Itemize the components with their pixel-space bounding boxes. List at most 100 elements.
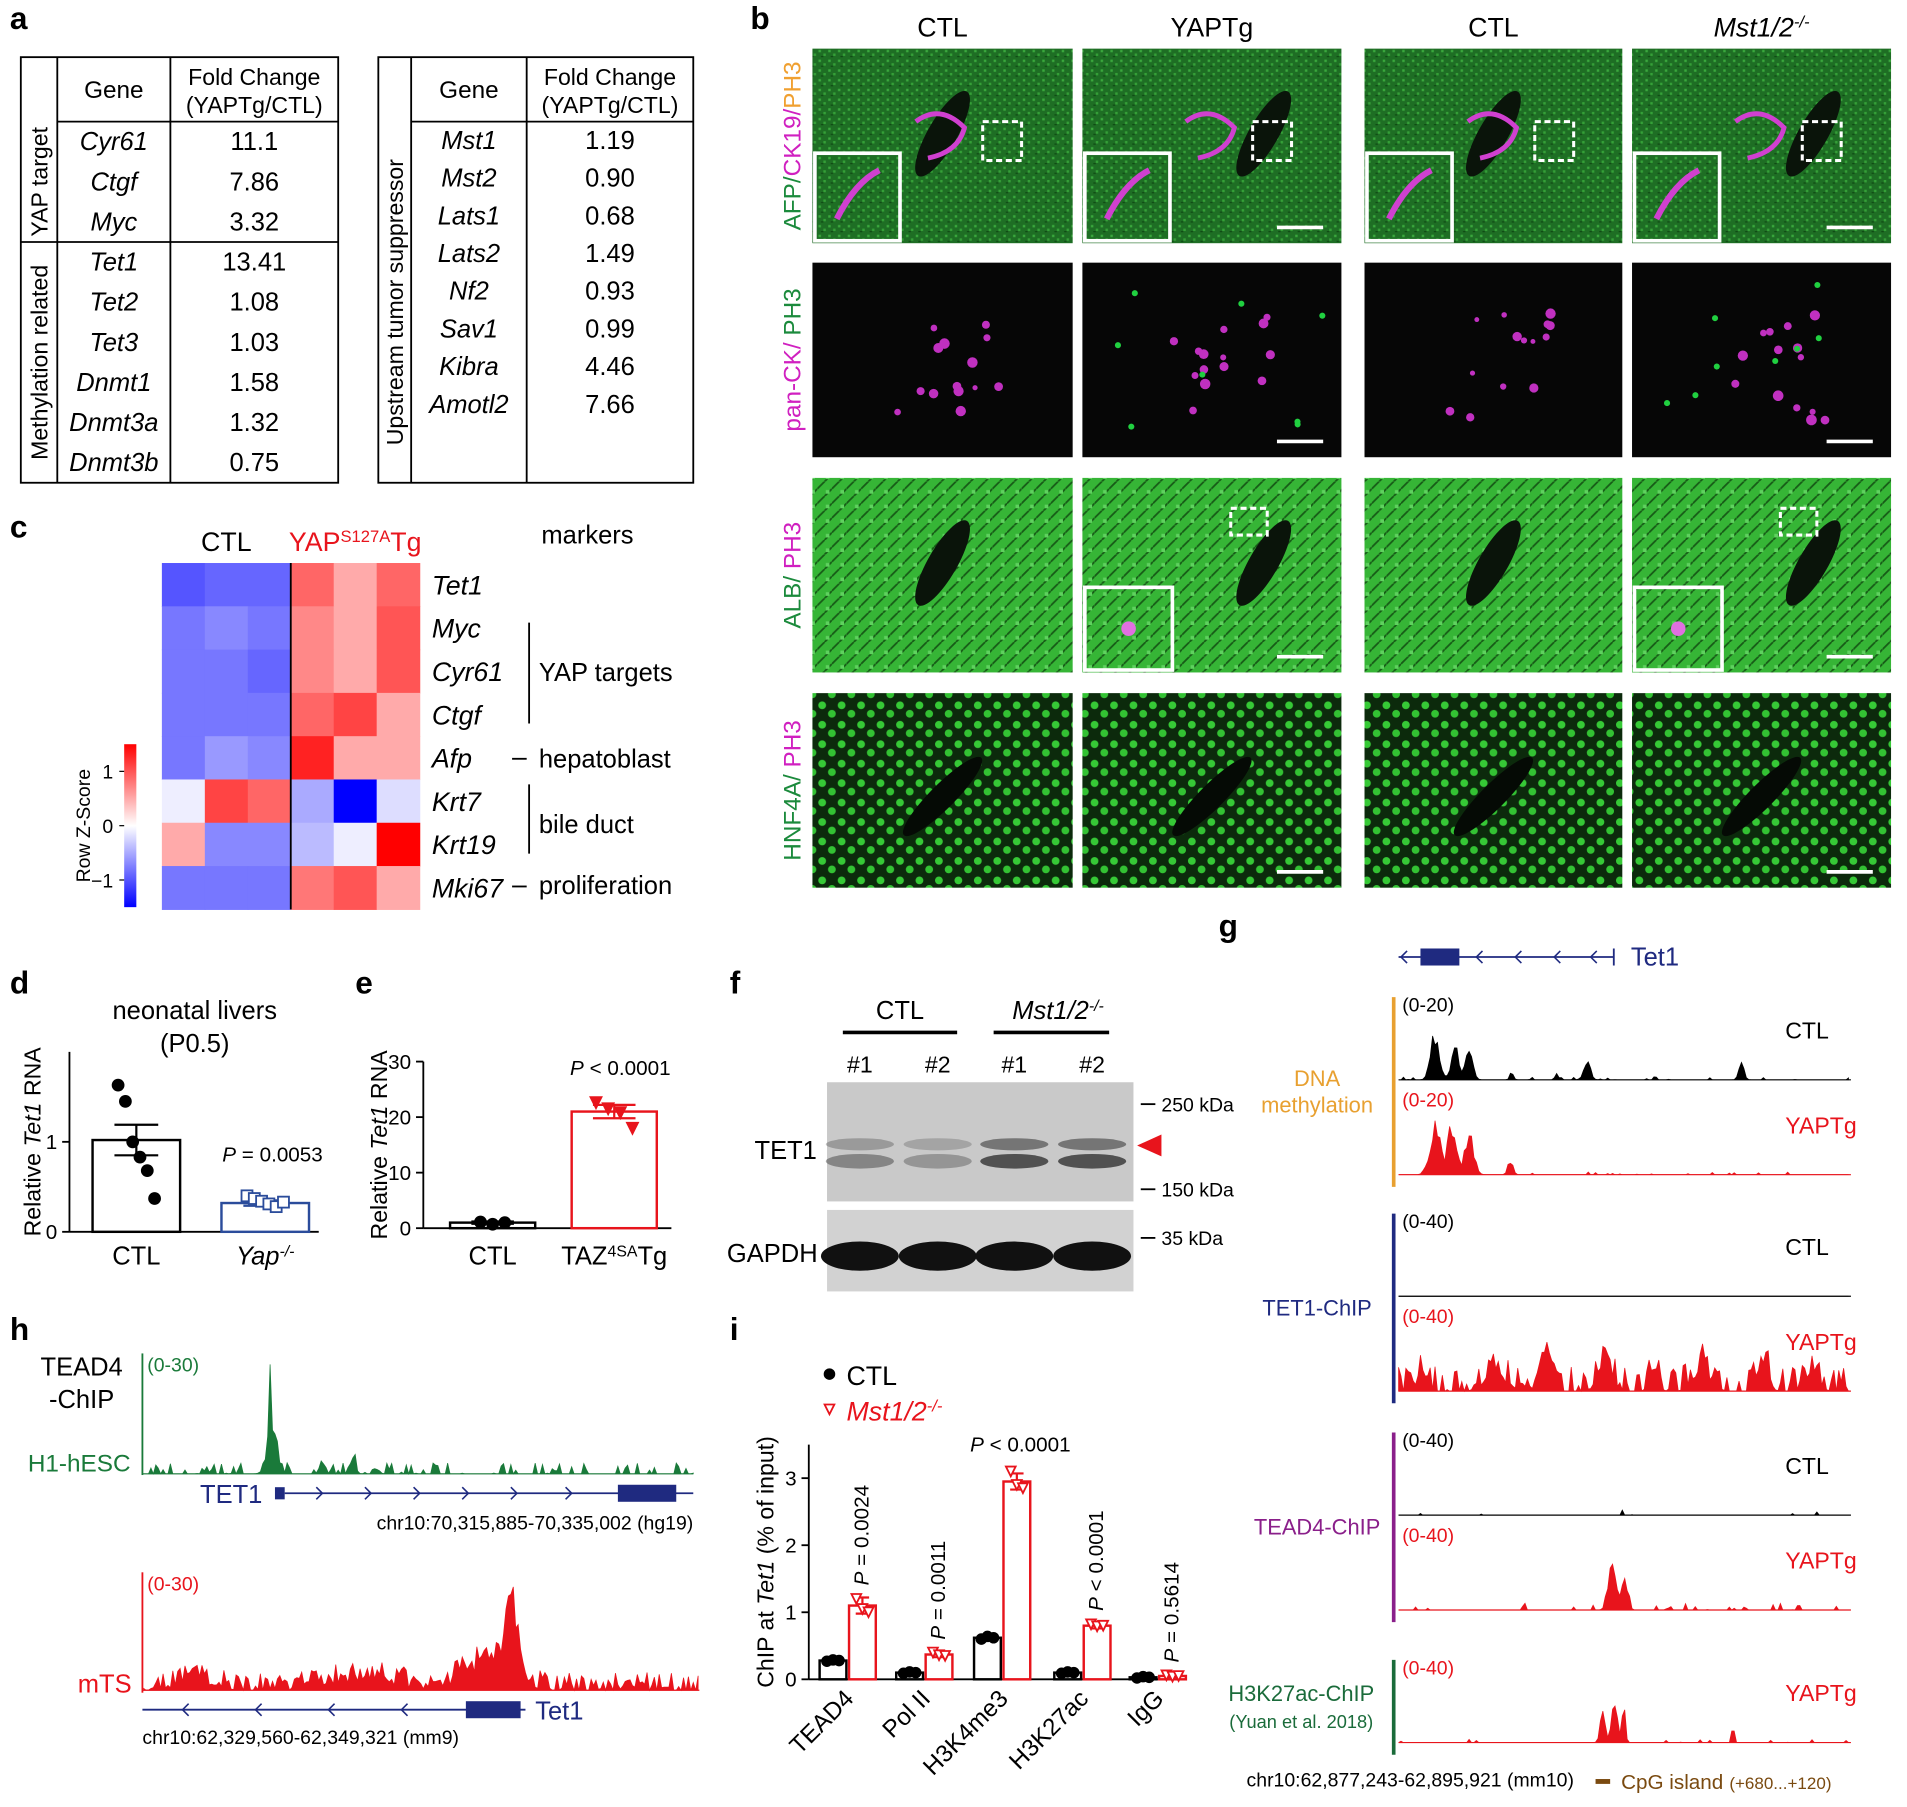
gene-cell: Dnmt3a [69,409,158,437]
gene-name: TET1 [200,1481,262,1509]
label-part: -/- [280,1243,295,1260]
heatmap-cell [333,779,378,824]
stain-spot [1766,327,1774,336]
track-range: (0-20) [1402,995,1454,1017]
gene-name: Tet1 [1631,944,1679,972]
label-part: PH3 [779,522,806,576]
bar [1082,1624,1112,1681]
data-point [833,1654,845,1667]
exon [274,1487,285,1500]
data-point [1016,1482,1030,1496]
label-part: Tg [637,1243,667,1271]
chart-title: (P0.5) [160,1030,229,1058]
x-tick-label: Pol II [878,1685,936,1743]
label-part: / [779,176,806,183]
coordinates: chr10:62,877,243-62,895,921 (mm10) [1247,1769,1574,1791]
heatmap-cell [161,606,206,651]
track-range: (0-40) [1402,1657,1454,1679]
sample-name: CTL [1785,1017,1829,1043]
track-label: (Yuan et al. 2018) [1229,1711,1373,1732]
value-cell: 0.68 [585,202,635,230]
vessel [1236,91,1292,177]
heatmap-cell [161,822,206,867]
gene-cell: Tet1 [89,249,138,277]
value-cell: 7.86 [229,168,279,196]
stain-spot [1692,392,1699,399]
row-label: GAPDH [727,1240,818,1268]
table-border [377,56,695,484]
stain-spot [1258,318,1269,329]
heatmap-cell [376,822,421,867]
heatmap-cell [376,649,421,694]
table-header: Fold Change [188,64,320,90]
stain-spot [994,382,1003,392]
label-part: PH3 [779,288,806,342]
heatmap-cell [161,649,206,694]
data-point [987,1631,1000,1644]
label-part: Relative [19,1147,45,1237]
p-value: P = 0.0053 [222,1143,323,1166]
label-part: (% of input) [753,1436,779,1561]
heatmap-cell [376,779,421,824]
sample-name: CTL [1785,1453,1829,1479]
stain-spot [930,324,938,332]
label-part: -/- [1089,998,1104,1015]
label-part: CTL [917,12,968,42]
gene-cell: Cyr61 [80,128,148,156]
band [980,1153,1049,1169]
strand-arrow [1514,950,1522,964]
gene-cell: Dnmt1 [76,369,151,397]
signal-track [1398,1342,1850,1393]
label-part: Yap [236,1243,280,1271]
strand-arrow [461,1486,470,1500]
band [980,1138,1049,1151]
value-cell: 3.32 [229,208,279,236]
stain-spot [1199,371,1206,378]
annotation-header: markers [541,522,633,550]
stain-spot [1445,406,1455,416]
p-value: P = 0.5614 [1161,1562,1184,1663]
stain-spot [1257,376,1267,386]
stain-spot [1128,423,1135,430]
stain-spot [1220,354,1227,361]
band [1053,1241,1132,1271]
label-part: CK19 [779,116,806,177]
legend-marker [823,1403,836,1417]
value-cell: 1.03 [229,329,279,357]
value-cell: 0.93 [585,278,635,306]
y-tick-label: 2 [785,1535,797,1558]
heatmap-cell [204,779,249,824]
heatmap-cell [290,649,335,694]
x-tick-label: IgG [1123,1685,1170,1732]
inset [1632,585,1724,672]
stain-spot [916,387,925,396]
cpg-range: (+680...+120) [1729,1774,1831,1793]
y-tick-label: 0 [400,1217,412,1240]
duct [1184,111,1238,161]
heatmap-cell [161,866,206,910]
stain-spot [1797,354,1805,361]
heatmap-cell [333,866,378,910]
gene-label: Myc [432,614,482,644]
heatmap-cell [247,563,292,607]
stain-spot [1169,337,1179,346]
stain-spot [1501,312,1507,318]
group-label: CTL [876,997,924,1025]
heatmap-cell [333,692,378,737]
stain-spot [1773,345,1783,355]
track-label: TEAD4-ChIP [1254,1515,1380,1540]
table-border [19,56,340,484]
inset [813,151,902,243]
sample-name: YAPTg [1785,1329,1856,1355]
p-value: P < 0.0001 [570,1057,671,1080]
stain-spot [1545,321,1555,331]
stain-spot [1806,414,1817,426]
p-value: P = 0.0011 [927,1541,950,1640]
label-part: CTL [469,1243,517,1271]
heatmap-cell [290,822,335,867]
label-part: Tg [390,527,421,557]
panel-label: e [355,964,373,1000]
annotation: hepatoblast [539,745,671,773]
sample-name: YAPTg [1785,1680,1856,1706]
label-part: < 0.0001 [584,1057,671,1080]
